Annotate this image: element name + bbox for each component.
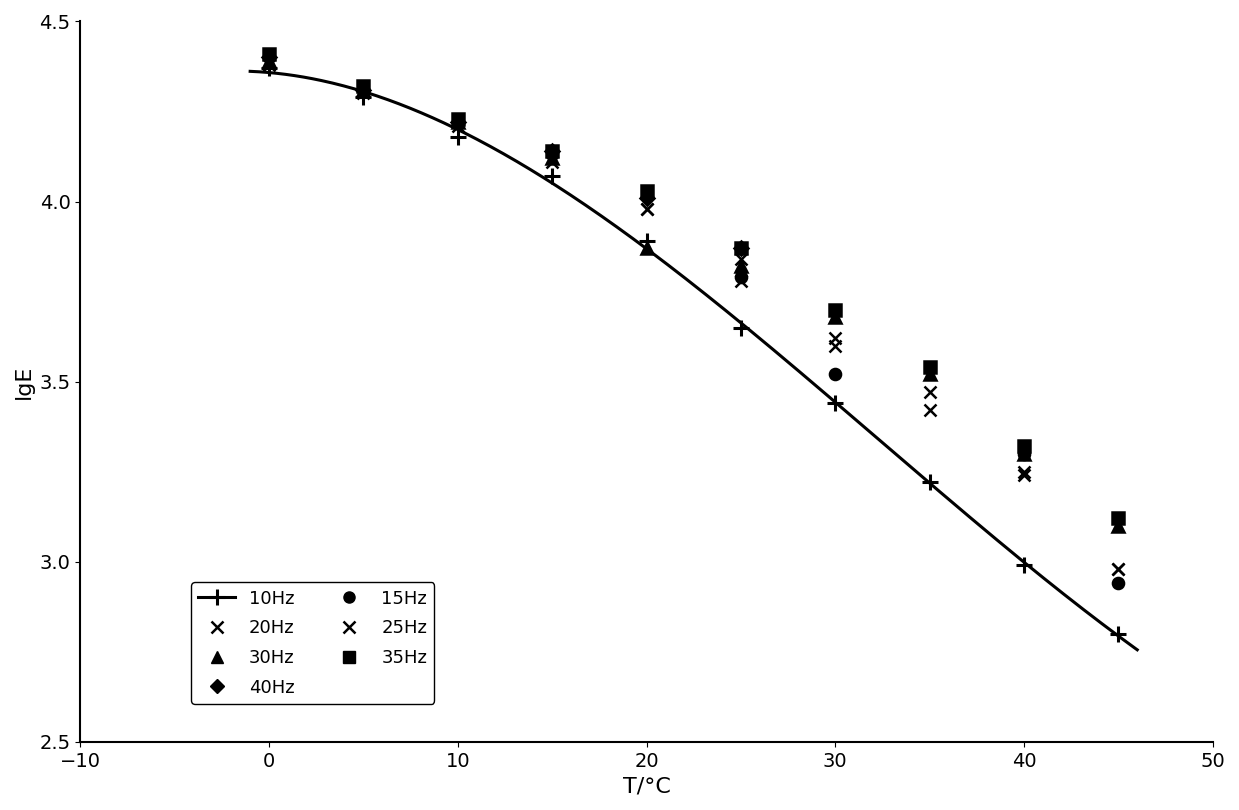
Y-axis label: lgE: lgE	[14, 364, 33, 399]
Legend: 10Hz, 20Hz, 30Hz, 40Hz, 15Hz, 25Hz, 35Hz: 10Hz, 20Hz, 30Hz, 40Hz, 15Hz, 25Hz, 35Hz	[191, 582, 435, 704]
X-axis label: T/°C: T/°C	[622, 776, 670, 796]
